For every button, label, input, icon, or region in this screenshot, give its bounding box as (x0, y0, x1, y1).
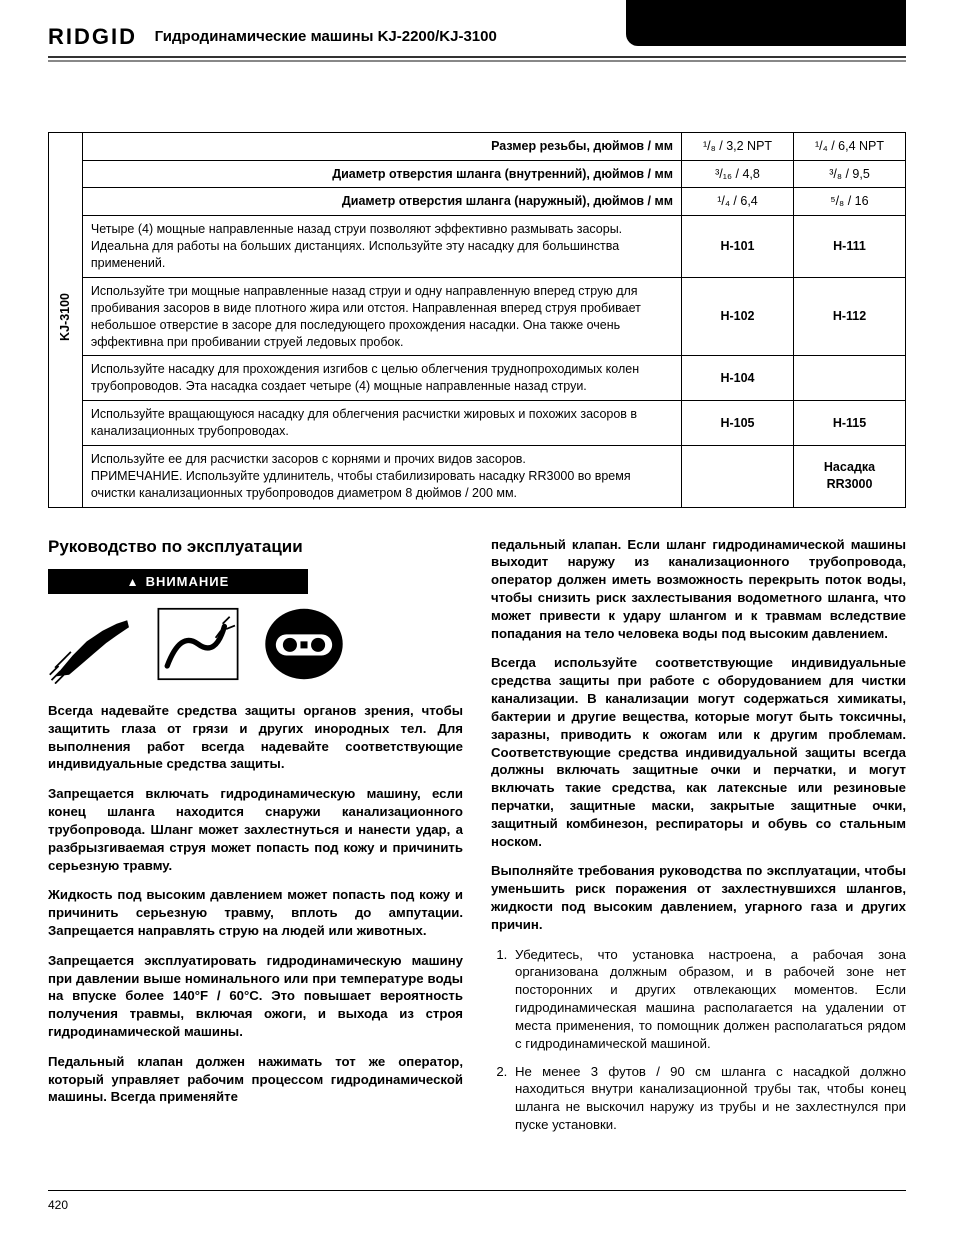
cell: ¹/₄ / 6,4 NPT (794, 132, 906, 160)
hose-whip-icon (154, 604, 242, 684)
goggles-icon (260, 604, 348, 684)
spec-table: KJ-3100 Размер резьбы, дюймов / мм ¹/₈ /… (48, 132, 906, 508)
warning-para: Запрещается эксплуатировать гидродинамич… (48, 952, 463, 1041)
warning-para: Педальный клапан должен нажимать тот же … (48, 1053, 463, 1106)
row-label: Используйте вращающуюся насадку для обле… (82, 401, 681, 446)
row-label: Размер резьбы, дюймов / мм (82, 132, 681, 160)
right-column: педальный клапан. Если шланг гидродинами… (491, 536, 906, 1144)
cell: ¹/₈ / 3,2 NPT (682, 132, 794, 160)
warning-para: Всегда надевайте средства защиты органов… (48, 702, 463, 773)
page-footer: 420 (48, 1190, 906, 1213)
left-column: Руководство по эксплуатации ▲ ВНИМАНИЕ (48, 536, 463, 1144)
cell: H-105 (682, 401, 794, 446)
warning-para: Выполняйте требования руководства по экс… (491, 862, 906, 933)
page-header: RIDGID Гидродинамические машины KJ-2200/… (48, 22, 906, 58)
step-item: Не менее 3 футов / 90 см шланга с насадк… (511, 1063, 906, 1134)
brand-logo: RIDGID (48, 22, 137, 52)
cell: H-115 (794, 401, 906, 446)
cell: ³/₁₆ / 4,8 (682, 160, 794, 188)
cell: H-101 (682, 216, 794, 278)
cell: H-102 (682, 277, 794, 356)
steps-list: Убедитесь, что установка настроена, а ра… (511, 946, 906, 1134)
row-label: Четыре (4) мощные направленные назад стр… (82, 216, 681, 278)
warning-para: Запрещается включать гидродинамическую м… (48, 785, 463, 874)
warning-para: Всегда используйте соответствующие индив… (491, 654, 906, 850)
safety-icons-row (48, 604, 463, 684)
content-columns: Руководство по эксплуатации ▲ ВНИМАНИЕ (48, 536, 906, 1144)
section-heading: Руководство по эксплуатации (48, 536, 463, 559)
warning-label: ВНИМАНИЕ (146, 574, 230, 589)
cell: ³/₈ / 9,5 (794, 160, 906, 188)
row-label: Используйте ее для расчистки засоров с к… (82, 445, 681, 507)
row-label: Диаметр отверстия шланга (внутренний), д… (82, 160, 681, 188)
page-title: Гидродинамические машины KJ-2200/KJ-3100 (155, 27, 497, 47)
warning-icon: ▲ (127, 575, 140, 589)
cell (794, 356, 906, 401)
cell: ⁵/₈ / 16 (794, 188, 906, 216)
cell: Насадка RR3000 (794, 445, 906, 507)
cell: H-111 (794, 216, 906, 278)
warning-para: Жидкость под высоким давлением может поп… (48, 886, 463, 939)
model-label: KJ-3100 (57, 293, 74, 341)
cell: ¹/₄ / 6,4 (682, 188, 794, 216)
cell: H-112 (794, 277, 906, 356)
header-underline (48, 60, 906, 62)
glove-icon (48, 604, 136, 684)
header-black-tab (626, 0, 906, 46)
cell (682, 445, 794, 507)
cell: H-104 (682, 356, 794, 401)
step-item: Убедитесь, что установка настроена, а ра… (511, 946, 906, 1053)
row-label: Диаметр отверстия шланга (наружный), дюй… (82, 188, 681, 216)
row-label: Используйте насадку для прохождения изги… (82, 356, 681, 401)
warning-para: педальный клапан. Если шланг гидродинами… (491, 536, 906, 643)
page-number: 420 (48, 1198, 68, 1212)
row-label: Используйте три мощные направленные наза… (82, 277, 681, 356)
model-column: KJ-3100 (49, 132, 83, 507)
warning-bar: ▲ ВНИМАНИЕ (48, 569, 308, 595)
